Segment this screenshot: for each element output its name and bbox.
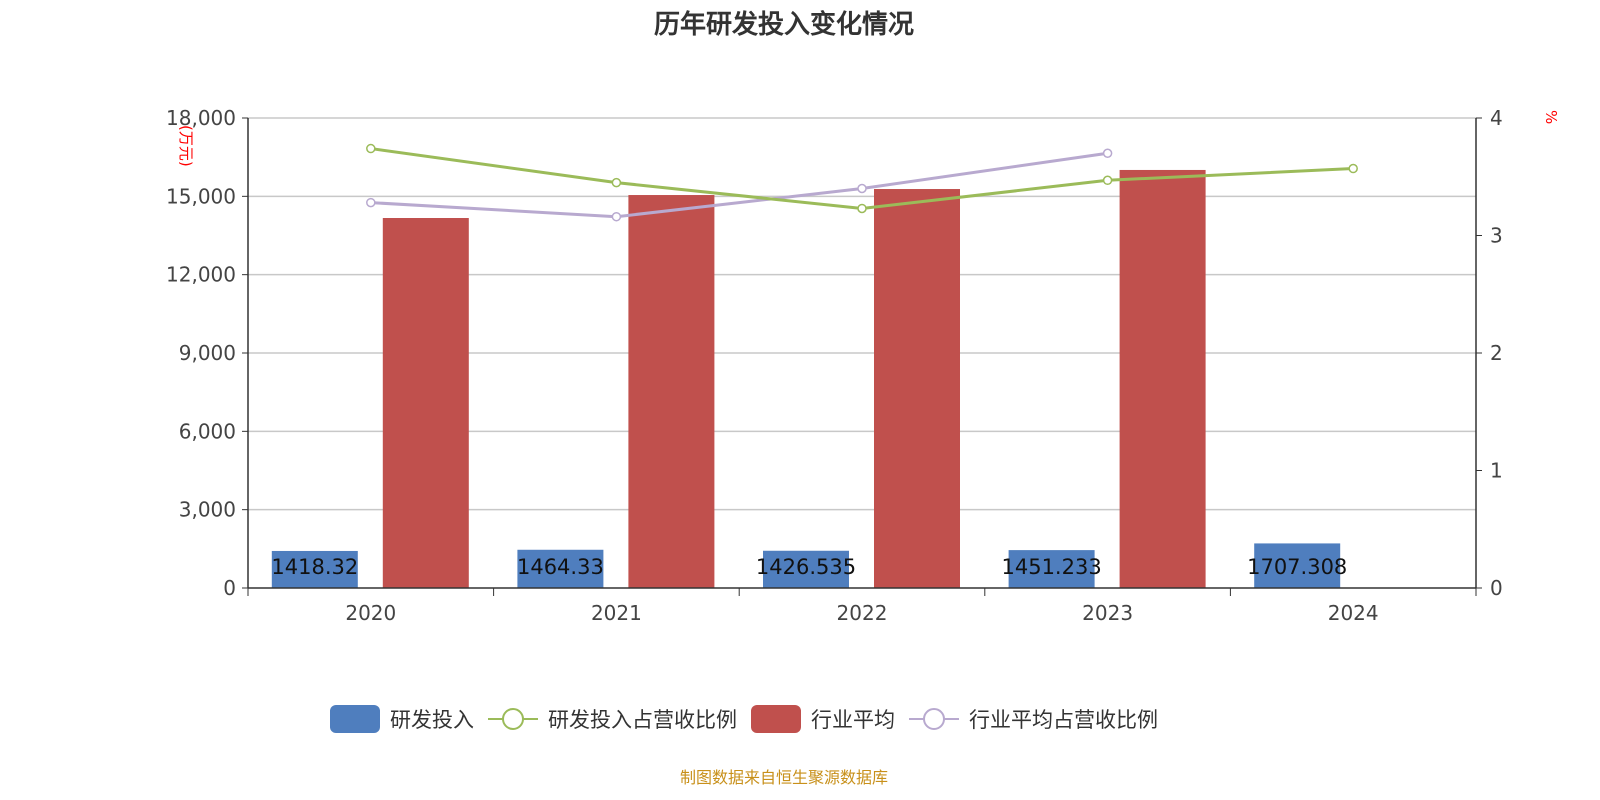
y2-axis-label: %	[1542, 110, 1560, 124]
rd-ratio-point	[1348, 163, 1358, 174]
y-axis-label: (万元)	[177, 125, 195, 167]
rd-ratio-line	[370, 147, 1354, 210]
y2-tick-label: 2	[1490, 341, 1503, 365]
legend-swatch-blue	[330, 705, 380, 733]
bar-industry-average	[382, 218, 469, 588]
y2-tick-label: 1	[1490, 459, 1503, 483]
legend-swatch-red	[751, 705, 801, 733]
industry-ratio-point	[366, 197, 376, 208]
x-tick-label: 2024	[1328, 601, 1379, 625]
bar-rd-investment	[763, 550, 849, 588]
legend-label: 行业平均	[811, 708, 895, 732]
bar-industry-average	[874, 189, 960, 588]
industry-ratio-point	[857, 183, 867, 194]
rd-ratio-point	[857, 203, 867, 214]
y2-tick-label: 3	[1490, 224, 1503, 248]
y2-tick-label: 4	[1490, 106, 1503, 130]
x-tick-label: 2022	[837, 601, 888, 625]
bar-data-label: 1418.32	[271, 555, 358, 579]
y2-tick-label: 0	[1490, 576, 1503, 600]
bar-rd-investment	[1254, 543, 1341, 588]
legend-line-green-icon	[488, 708, 538, 730]
legend-item-industry-ratio[interactable]: 行业平均占营收比例	[909, 704, 1158, 734]
bar-rd-investment	[517, 549, 604, 588]
legend: 研发投入 研发投入占营收比例 行业平均 行业平均占营收比例	[330, 704, 1172, 734]
legend-label: 研发投入占营收比例	[548, 708, 737, 732]
bar-data-label: 1707.308	[1247, 555, 1347, 579]
bar-data-label: 1451.233	[1001, 555, 1101, 579]
legend-label: 行业平均占营收比例	[969, 708, 1158, 732]
legend-item-rd-investment[interactable]: 研发投入	[330, 704, 474, 734]
bar-industry-average	[628, 195, 715, 588]
bar-data-label: 1426.535	[756, 555, 856, 579]
rd-ratio-point	[1102, 175, 1113, 186]
x-tick-label: 2023	[1082, 601, 1133, 625]
bar-industry-average	[1119, 169, 1206, 588]
y-tick-label: 18,000	[166, 106, 236, 130]
legend-label: 研发投入	[390, 708, 474, 732]
chart-title: 历年研发投入变化情况	[653, 10, 914, 40]
legend-item-rd-ratio[interactable]: 研发投入占营收比例	[488, 704, 737, 734]
y-tick-label: 0	[223, 576, 236, 600]
x-tick-label: 2021	[591, 601, 642, 625]
industry-ratio-point	[1102, 148, 1113, 158]
y-tick-label: 6,000	[179, 419, 236, 443]
bar-rd-investment	[271, 550, 358, 588]
y-tick-label: 15,000	[166, 184, 236, 208]
rd-ratio-point	[611, 177, 622, 188]
bar-rd-investment	[1008, 550, 1095, 588]
x-tick-label: 2020	[345, 601, 396, 625]
legend-line-purple-icon	[909, 708, 959, 730]
industry-ratio-line	[370, 151, 1108, 219]
data-source-note: 制图数据来自恒生聚源数据库	[679, 768, 888, 787]
rd-ratio-point	[366, 143, 376, 154]
legend-item-industry-avg[interactable]: 行业平均	[751, 704, 895, 734]
y-tick-label: 12,000	[166, 263, 236, 287]
y-tick-label: 3,000	[179, 498, 236, 522]
bar-data-label: 1464.33	[517, 555, 604, 579]
industry-ratio-point	[611, 211, 622, 222]
y-tick-label: 9,000	[179, 341, 236, 365]
